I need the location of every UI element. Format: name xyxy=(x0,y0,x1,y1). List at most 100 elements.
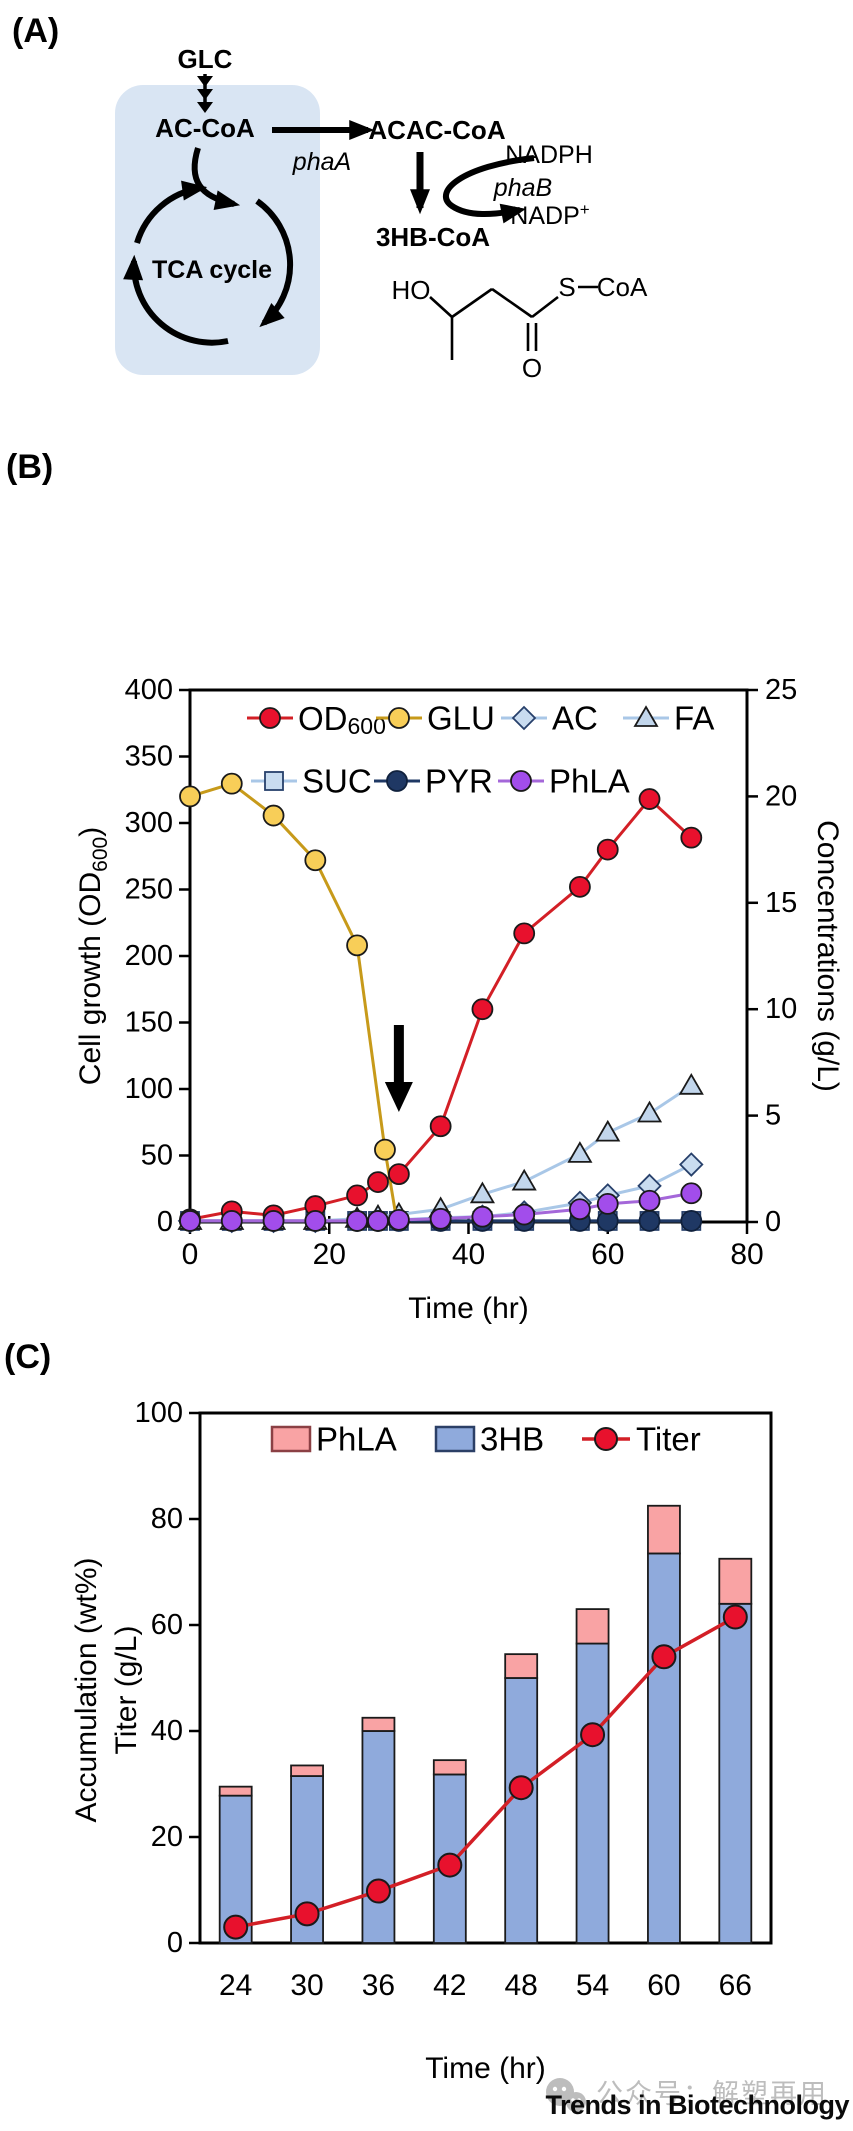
marker-PhLA xyxy=(179,1210,201,1232)
legend-label-GLU: GLU xyxy=(427,700,495,737)
titer-chart: 0 20 40 60 80 100 24 30 36 42 48 54 60 66 Time (hr) Acc… xyxy=(70,1397,773,2085)
y-tick-label-left: 250 xyxy=(125,874,173,906)
marker-PhLA xyxy=(513,1203,536,1226)
marker-PYR xyxy=(638,1210,661,1232)
series-PhLA xyxy=(179,1182,703,1232)
x-axis-title: Time (hr) xyxy=(408,1292,529,1325)
y-tick-label: 0 xyxy=(167,1927,183,1959)
y-tick-label-left: 100 xyxy=(125,1073,173,1105)
legend-item-PYR: PYR xyxy=(374,763,493,800)
bar-phla xyxy=(290,1764,324,1777)
titer-marker xyxy=(651,1644,677,1670)
o-label: O xyxy=(522,353,542,383)
legend-marker-PhLA xyxy=(510,770,532,792)
titer-marker xyxy=(722,1604,748,1630)
legend-marker-titer xyxy=(594,1427,618,1451)
marker-FA xyxy=(595,1119,621,1142)
y-tick-label-right: 10 xyxy=(765,993,797,1025)
marker-PhLA xyxy=(304,1210,327,1232)
x-cat-label: 36 xyxy=(362,1969,395,2002)
bar-3hb xyxy=(361,1730,396,1944)
tca-cycle-arrows xyxy=(123,180,294,346)
marker-OD600 xyxy=(596,838,619,861)
x-tick-label: 20 xyxy=(313,1238,346,1271)
bar-phla xyxy=(575,1608,610,1645)
y-tick-label-right: 25 xyxy=(765,674,797,706)
x-tick-label: 0 xyxy=(182,1238,199,1271)
marker-OD600 xyxy=(367,1171,389,1193)
marker-AC xyxy=(679,1152,704,1177)
bar-phla xyxy=(647,1504,681,1555)
watermark-text: 公众号：解塑再用 xyxy=(596,2079,828,2109)
legend-marker-PYR xyxy=(386,770,408,792)
titer-marker xyxy=(437,1852,463,1878)
legend-marker-AC xyxy=(511,705,537,731)
y-tick-label: 20 xyxy=(151,1821,183,1853)
legend-label-OD600: OD600 xyxy=(298,700,386,740)
y-tick-label: 60 xyxy=(151,1609,183,1641)
panel-b-label: (B) xyxy=(6,448,54,486)
legend-item-PhLA: PhLA xyxy=(498,763,630,800)
x-tick-label: 80 xyxy=(730,1238,763,1271)
y-tick-label-left: 200 xyxy=(125,940,173,972)
series-line-GLU xyxy=(189,781,399,1222)
marker-PhLA xyxy=(596,1193,619,1215)
legend-item-FA: FA xyxy=(623,700,714,737)
legend-label-PhLA: PhLA xyxy=(549,763,630,800)
hb-coa-label: 3HB-CoA xyxy=(376,222,490,252)
marker-PhLA xyxy=(220,1210,243,1232)
y-tick-label: 40 xyxy=(151,1715,183,1747)
nadph-label: NADPH xyxy=(505,141,593,169)
marker-PhLA xyxy=(680,1182,703,1205)
series-line-OD600 xyxy=(189,796,693,1221)
legend-marker-SUC xyxy=(264,771,284,791)
marker-GLU xyxy=(262,804,285,827)
marker-PhLA xyxy=(346,1210,369,1232)
glc-label: GLC xyxy=(178,44,233,74)
bar-phla xyxy=(504,1653,539,1679)
marker-OD600 xyxy=(429,1115,452,1138)
marker-GLU xyxy=(346,934,369,957)
marker-PhLA xyxy=(569,1198,591,1221)
legend-marker-OD600 xyxy=(259,707,281,729)
x-cat-label: 66 xyxy=(719,1969,752,2002)
marker-OD600 xyxy=(569,875,591,898)
legend-item-Titer: Titer xyxy=(582,1421,701,1458)
marker-PhLA xyxy=(638,1189,661,1212)
x-cat-label: 24 xyxy=(219,1969,252,2002)
x-tick-label: 60 xyxy=(591,1238,624,1271)
multi-step-arrow-icon xyxy=(197,74,213,113)
cofactor-arrow xyxy=(443,155,535,224)
y-tick-label-right: 20 xyxy=(765,780,797,812)
cell-box xyxy=(115,85,320,375)
marker-GLU xyxy=(179,785,201,808)
marker-FA xyxy=(636,1100,663,1123)
marker-OD600 xyxy=(387,1163,410,1186)
legend-label-Titer: Titer xyxy=(636,1421,701,1458)
legend-item-SUC: SUC xyxy=(251,763,372,800)
marker-OD600 xyxy=(513,922,536,945)
y-tick-label: 80 xyxy=(151,1503,183,1535)
marker-GLU xyxy=(304,849,327,872)
phaB-label: phaB xyxy=(493,174,552,202)
marker-FA xyxy=(567,1141,593,1163)
bar-phla xyxy=(718,1557,753,1605)
journal-name: Trends in Biotechnology xyxy=(545,2090,849,2120)
marker-GLU xyxy=(374,1138,396,1161)
legend-item-GLU: GLU xyxy=(376,700,495,737)
legend-label-FA: FA xyxy=(674,700,714,737)
bar-phla xyxy=(218,1785,253,1797)
marker-FA xyxy=(469,1181,495,1204)
marker-PhLA xyxy=(367,1210,389,1232)
bar-phla xyxy=(432,1759,467,1776)
x-cat-label: 48 xyxy=(505,1969,538,2002)
panel-a-label: (A) xyxy=(12,12,60,50)
titer-marker xyxy=(580,1722,606,1748)
x-tick-label: 40 xyxy=(452,1238,485,1271)
acac-coa-label: ACAC-CoA xyxy=(368,115,505,145)
legend-item-3HB: 3HB xyxy=(434,1421,544,1458)
marker-PhLA xyxy=(429,1207,452,1230)
marker-FA xyxy=(511,1168,537,1191)
marker-OD600 xyxy=(471,998,494,1021)
